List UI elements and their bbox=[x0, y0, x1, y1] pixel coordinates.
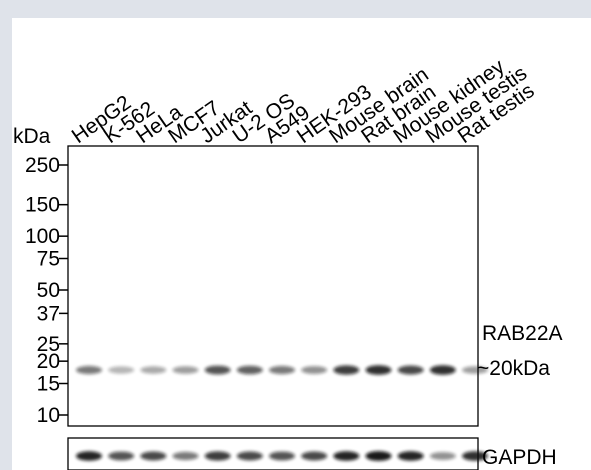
gapdh-band bbox=[204, 451, 231, 461]
rab22a-band bbox=[204, 365, 231, 375]
gapdh-band bbox=[108, 451, 135, 461]
marker-label: 50 bbox=[37, 279, 60, 302]
gapdh-band bbox=[236, 451, 263, 461]
marker-label: 75 bbox=[37, 248, 60, 271]
rab22a-band bbox=[172, 366, 199, 374]
marker-label: 150 bbox=[25, 194, 60, 217]
marker-label: 250 bbox=[25, 154, 60, 177]
rab22a-band bbox=[140, 366, 167, 374]
gapdh-band bbox=[301, 451, 328, 461]
marker-label: 37 bbox=[37, 302, 60, 325]
marker-label: 15 bbox=[37, 373, 60, 396]
marker-label: 20 bbox=[37, 350, 60, 373]
main-blot-panel bbox=[67, 145, 479, 427]
loading-control-label: GAPDH bbox=[482, 446, 557, 469]
rab22a-band bbox=[108, 366, 135, 374]
rab22a-band bbox=[462, 366, 488, 374]
gapdh-band bbox=[397, 451, 424, 461]
gapdh-band bbox=[76, 451, 102, 461]
rab22a-band bbox=[236, 365, 263, 375]
rab22a-band bbox=[301, 366, 328, 374]
control-band-row bbox=[76, 451, 488, 461]
target-size-label: ~20kDa bbox=[477, 357, 550, 380]
rab22a-band bbox=[397, 365, 424, 375]
rab22a-band bbox=[333, 365, 360, 375]
gapdh-band bbox=[462, 451, 488, 461]
rab22a-band bbox=[429, 365, 456, 375]
rab22a-band bbox=[365, 365, 392, 375]
gapdh-band bbox=[365, 451, 392, 461]
target-band-row bbox=[76, 365, 488, 375]
rab22a-band bbox=[76, 365, 102, 375]
gapdh-band bbox=[172, 451, 199, 461]
gapdh-band bbox=[140, 451, 167, 461]
gapdh-band bbox=[269, 451, 295, 461]
marker-label: 10 bbox=[37, 404, 60, 427]
marker-label: 100 bbox=[25, 225, 60, 248]
gapdh-band bbox=[429, 452, 456, 460]
kda-unit-label: kDa bbox=[13, 125, 51, 148]
rab22a-band bbox=[269, 365, 295, 375]
gapdh-band bbox=[333, 451, 360, 461]
target-protein-label: RAB22A bbox=[482, 322, 563, 345]
marker-label: 25 bbox=[37, 333, 60, 356]
